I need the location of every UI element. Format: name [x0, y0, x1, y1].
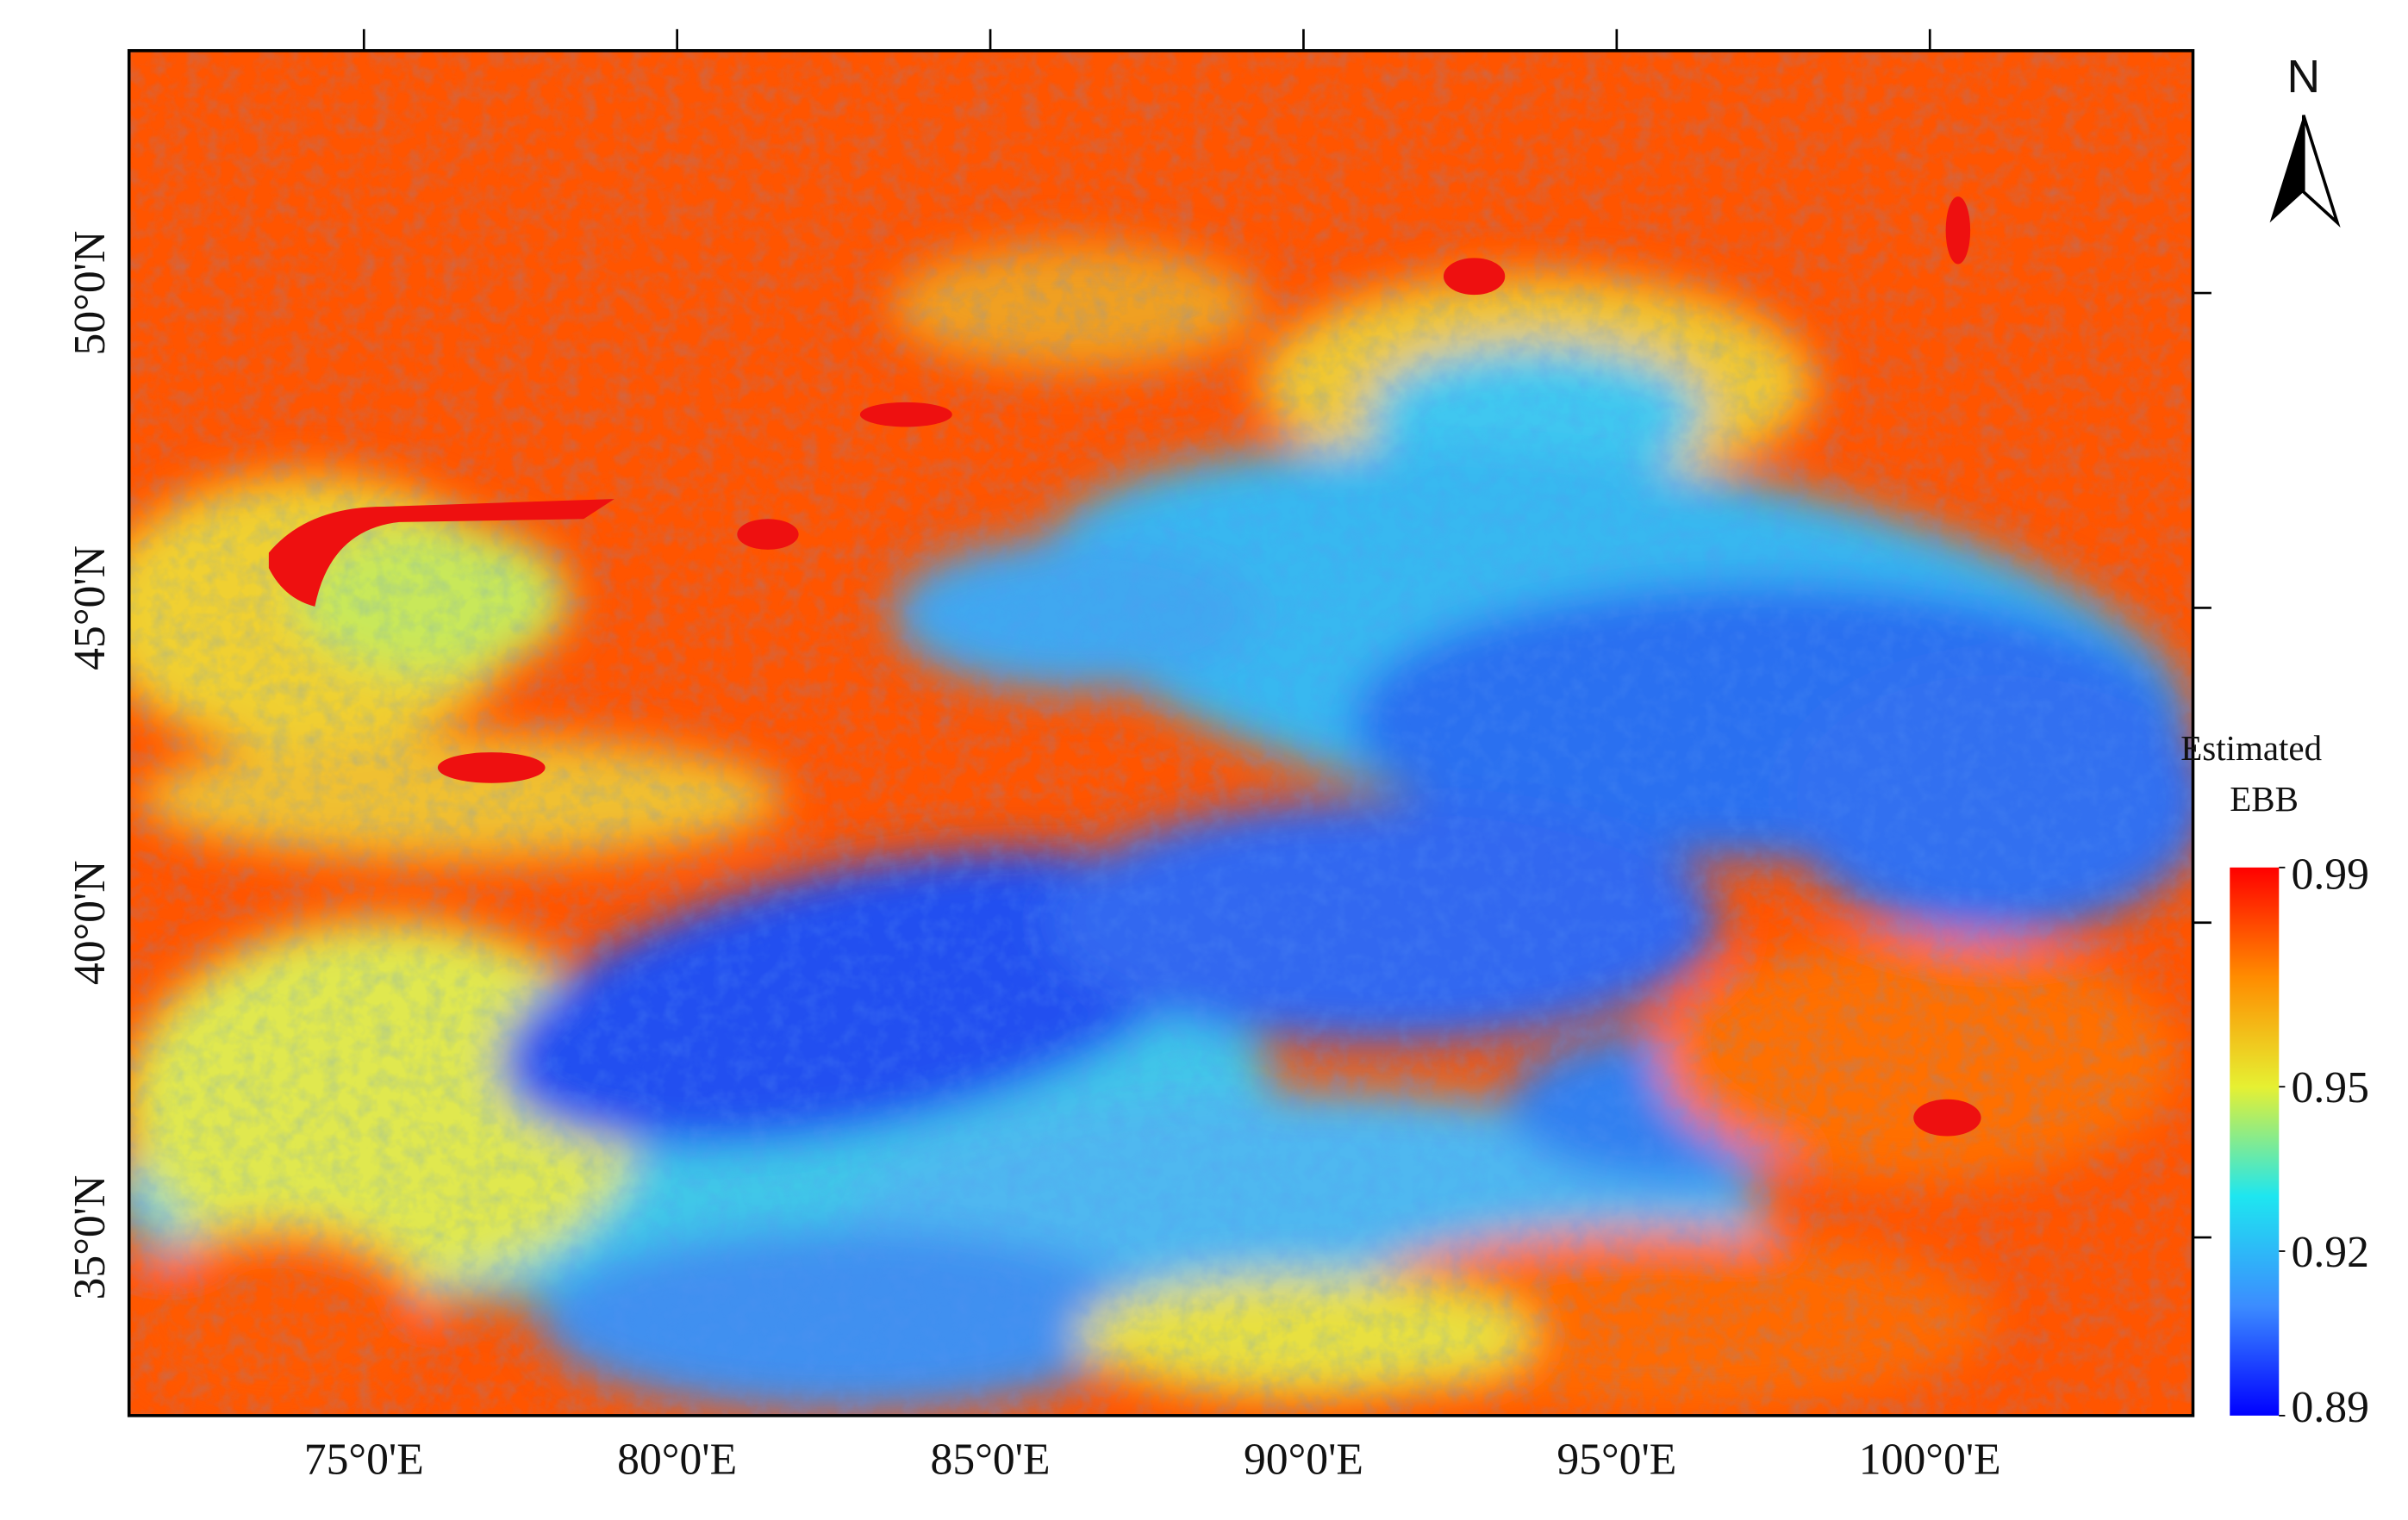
y-tick-label: 45°0'N	[66, 545, 115, 670]
x-tick-label: 80°0'E	[617, 1436, 737, 1485]
y-tick-label: 35°0'N	[66, 1175, 115, 1300]
colorbar-tick-label: 0.95	[2292, 1063, 2369, 1112]
north-arrow: N	[2269, 52, 2341, 228]
x-tick-label: 100°0'E	[1859, 1436, 2001, 1485]
y-tick-label: 40°0'N	[66, 860, 115, 985]
raster	[128, 50, 2193, 1416]
legend-title: EBB	[2230, 779, 2299, 819]
x-tick-label: 75°0'E	[304, 1436, 424, 1485]
colorbar-tick-label: 0.92	[2292, 1228, 2369, 1277]
north-label: N	[2286, 52, 2320, 103]
map-frame	[127, 49, 2195, 1417]
x-tick-label: 95°0'E	[1556, 1436, 1676, 1485]
y-tick-label: 50°0'N	[66, 231, 115, 356]
colorbar-tick-label: 0.99	[2292, 850, 2369, 900]
x-tick-label: 85°0'E	[931, 1436, 1051, 1485]
x-tick-label: 90°0'E	[1244, 1436, 1363, 1485]
colorbar	[2230, 867, 2280, 1416]
legend-title: Estimated	[2180, 728, 2322, 768]
colorbar-tick-label: 0.89	[2292, 1383, 2369, 1432]
